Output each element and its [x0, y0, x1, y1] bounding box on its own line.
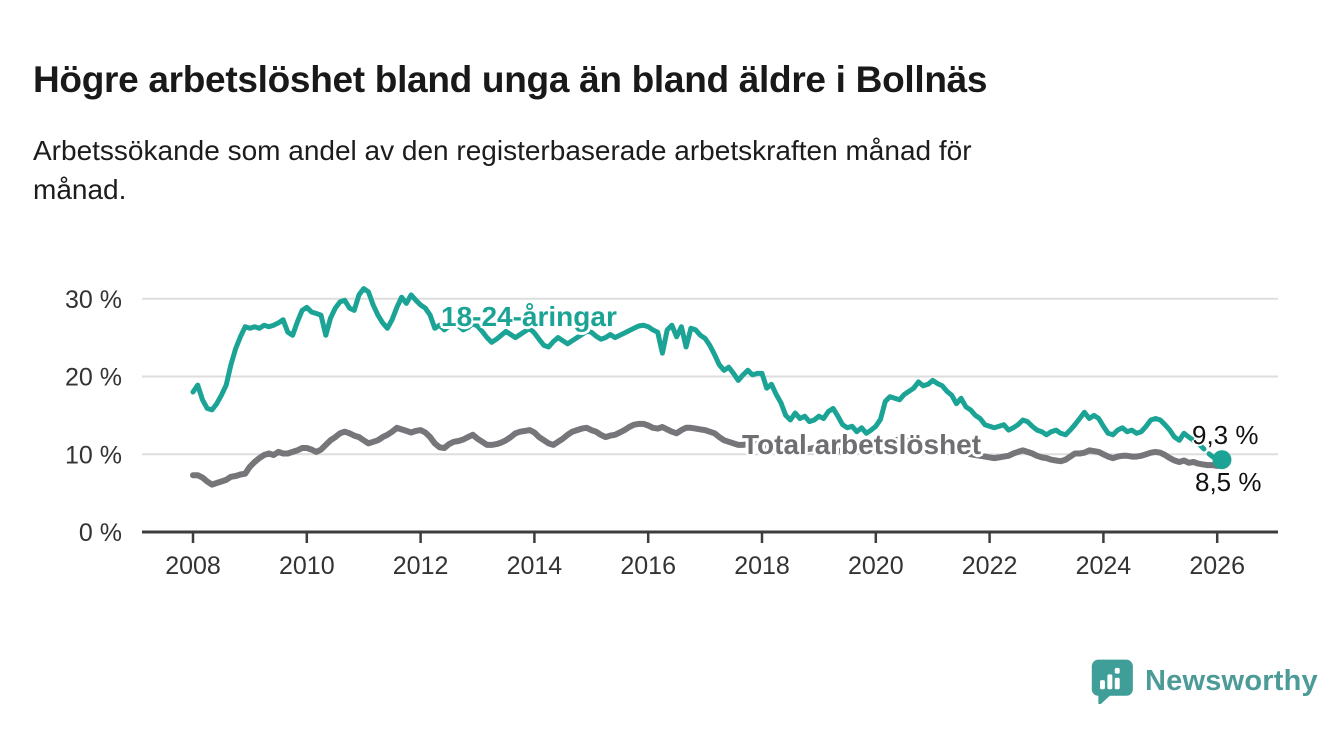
speech-bubble-shape	[1091, 659, 1133, 704]
x-axis-label: 2020	[848, 552, 904, 580]
end-value-total: 8,5 %	[1195, 467, 1262, 497]
newsworthy-logo-icon	[1091, 659, 1133, 704]
subtitle-line: månad.	[33, 174, 127, 205]
y-axis-label: 30 %	[65, 286, 122, 314]
x-axis-label: 2022	[962, 552, 1018, 580]
end-value-youth: 9,3 %	[1192, 420, 1259, 450]
y-axis-label: 0 %	[79, 519, 122, 547]
x-axis-label: 2026	[1189, 552, 1245, 580]
x-axis-label: 2014	[507, 552, 563, 580]
series-label-total: Total arbetslöshet	[742, 429, 982, 460]
bar-tall	[1107, 674, 1113, 690]
chart-subtitle: Arbetssökande som andel av den registerb…	[33, 131, 972, 209]
page-title: Högre arbetslöshet bland unga än bland ä…	[33, 58, 988, 100]
series-end-dot	[1212, 450, 1232, 470]
series-label-youth: 18-24-åringar	[441, 301, 617, 332]
y-axis-label: 10 %	[65, 441, 122, 469]
x-axis-label: 2024	[1076, 552, 1132, 580]
newsworthy-logo-text: Newsworthy	[1145, 664, 1318, 697]
subtitle-line: Arbetssökande som andel av den registerb…	[33, 135, 972, 166]
exclamation-dot	[1114, 667, 1120, 674]
line-chart-svg: 2008 2010 2012 2014 2016 2018 2020 2022 2024 2026…	[65, 286, 1278, 580]
x-axis-label: 2010	[279, 552, 335, 580]
newsworthy-logo: Newsworthy	[1088, 658, 1318, 704]
bar-short	[1100, 680, 1105, 690]
series-line	[190, 420, 1225, 488]
series-line	[190, 286, 1201, 446]
exclamation-bar	[1114, 677, 1120, 690]
x-axis-label: 2008	[165, 552, 221, 580]
x-axis-label: 2012	[393, 552, 449, 580]
x-axis-label: 2018	[734, 552, 790, 580]
y-axis-label: 20 %	[65, 364, 122, 392]
x-axis-label: 2016	[620, 552, 676, 580]
